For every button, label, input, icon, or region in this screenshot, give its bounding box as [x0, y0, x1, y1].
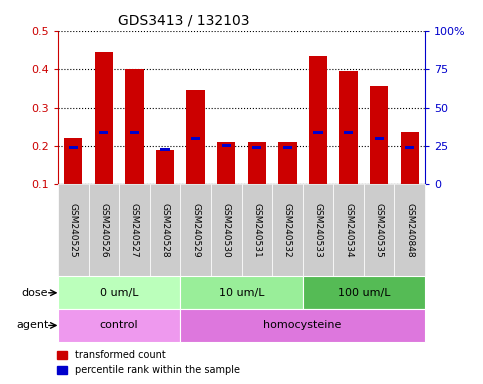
Bar — [191, 137, 200, 140]
Text: GSM240525: GSM240525 — [69, 203, 78, 258]
Bar — [313, 131, 323, 134]
Bar — [405, 146, 414, 149]
Bar — [99, 131, 109, 134]
Text: GSM240532: GSM240532 — [283, 203, 292, 258]
Text: GSM240848: GSM240848 — [405, 203, 414, 258]
Bar — [222, 144, 231, 147]
Bar — [309, 56, 327, 184]
Text: GSM240528: GSM240528 — [160, 203, 170, 258]
Legend: transformed count, percentile rank within the sample: transformed count, percentile rank withi… — [53, 346, 243, 379]
Text: GSM240527: GSM240527 — [130, 203, 139, 258]
Text: 100 um/L: 100 um/L — [338, 288, 390, 298]
Text: GSM240531: GSM240531 — [252, 203, 261, 258]
Bar — [125, 69, 143, 184]
Bar — [156, 150, 174, 184]
Text: dose: dose — [22, 288, 48, 298]
Text: 10 um/L: 10 um/L — [219, 288, 264, 298]
Bar — [217, 142, 235, 184]
Text: control: control — [100, 320, 139, 331]
Bar — [64, 138, 83, 184]
Bar — [130, 131, 139, 134]
Bar — [95, 52, 113, 184]
Bar — [344, 131, 353, 134]
Bar — [283, 146, 292, 149]
Bar — [370, 86, 388, 184]
Bar — [400, 132, 419, 184]
Bar — [278, 142, 297, 184]
Text: GSM240534: GSM240534 — [344, 203, 353, 258]
Text: homocysteine: homocysteine — [264, 320, 342, 331]
Text: 0 um/L: 0 um/L — [100, 288, 139, 298]
Text: GSM240526: GSM240526 — [99, 203, 108, 258]
Bar — [69, 146, 78, 149]
Bar — [160, 148, 170, 151]
Text: GSM240529: GSM240529 — [191, 203, 200, 258]
Text: GSM240530: GSM240530 — [222, 203, 231, 258]
Text: GDS3413 / 132103: GDS3413 / 132103 — [118, 13, 249, 27]
Text: GSM240535: GSM240535 — [375, 203, 384, 258]
Bar — [186, 90, 205, 184]
Bar — [252, 146, 261, 149]
Bar — [248, 142, 266, 184]
Bar — [375, 137, 384, 140]
Bar — [340, 71, 358, 184]
Text: agent: agent — [16, 320, 48, 331]
Text: GSM240533: GSM240533 — [313, 203, 323, 258]
